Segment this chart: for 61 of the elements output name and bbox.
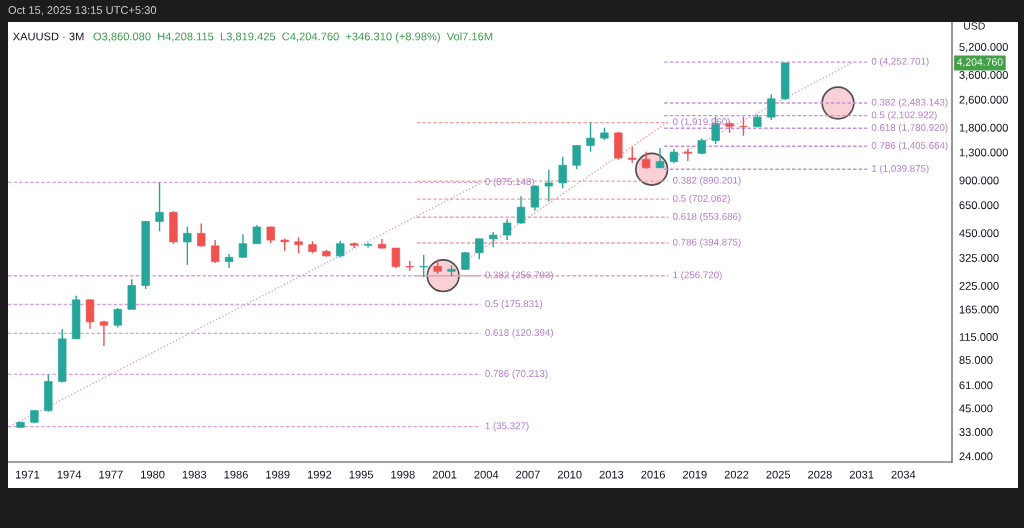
x-tick-label: 2007 (516, 470, 540, 479)
x-tick-label: 1986 (224, 470, 248, 479)
annotation: 0.786 (70.213) (485, 369, 548, 379)
x-tick-label: 2016 (641, 470, 665, 479)
x-tick-label: 2022 (724, 470, 749, 479)
annotation: 0.618 (1,780.920) (871, 123, 948, 133)
text: Oct 15, 2025 13:15 UTC+5:30 (8, 6, 157, 16)
y-tick-label: 45.000 (959, 404, 993, 413)
annotation: 0.786 (1,405.664) (871, 141, 948, 151)
annotation: 0.786 (394.875) (672, 238, 741, 248)
annotation: 0.5 (702.062) (672, 194, 730, 204)
x-tick-label: 2010 (557, 470, 582, 479)
y-tick-label: 5,200.000 (959, 43, 1008, 53)
y-tick-label: 325.000 (959, 254, 999, 262)
x-tick-label: 2028 (808, 470, 832, 479)
x-tick-label: 1977 (99, 470, 123, 479)
x-tick-label: 1983 (182, 470, 207, 479)
y-tick-label: 61.000 (959, 381, 993, 390)
annotation: 0.382 (2,483.143) (871, 98, 948, 108)
x-tick-label: 1998 (391, 470, 415, 479)
x-tick-label: 1980 (141, 470, 165, 479)
y-tick-label: 3,600.000 (959, 71, 1008, 81)
y-tick-label: 24.000 (959, 452, 993, 461)
text: 4,204.760 (956, 58, 1003, 67)
text: O3,860.080 H4,208.115 L3,819.425 C4,204.760 +346.310 (+8.98%) Vol7.16M (93, 32, 493, 43)
annotation: 0.382 (890.201) (672, 176, 741, 186)
x-tick-label: 1992 (307, 470, 332, 479)
annotation: 0.618 (553.686) (672, 212, 741, 222)
y-tick-label: 1,300.000 (959, 148, 1008, 158)
y-tick-label: 2,600.000 (959, 95, 1008, 105)
x-tick-label: 2004 (474, 470, 499, 479)
annotation: 0 (875.148) (485, 177, 534, 187)
text: XAUUSD · 3M (12, 32, 84, 41)
annotation: 0 (4,252.701) (871, 57, 929, 67)
y-tick-label: 1,800.000 (959, 123, 1008, 133)
annotation: 0.5 (175.831) (485, 299, 543, 310)
x-tick-label: 1971 (15, 470, 40, 479)
y-tick-label: 900.000 (959, 176, 999, 185)
x-tick-label: 2019 (683, 470, 707, 479)
y-tick-label: 450.000 (959, 229, 999, 238)
x-tick-label: 2031 (849, 470, 874, 479)
x-tick-label: 2013 (599, 470, 624, 479)
x-tick-label: 2034 (891, 470, 916, 479)
annotation: 1 (35.327) (485, 422, 529, 432)
x-tick-label: 1995 (349, 470, 374, 479)
y-tick-label: 225.000 (959, 282, 999, 290)
y-tick-label: 115.000 (959, 333, 998, 341)
x-tick-label: 2001 (432, 470, 457, 479)
annotation: 0.382 (256.793) (485, 271, 553, 281)
annotation: 0.618 (120.394) (485, 328, 553, 338)
y-tick-label: 85.000 (959, 356, 993, 364)
x-tick-label: 2025 (766, 470, 791, 479)
y-tick-label: 165.000 (959, 305, 999, 314)
annotation: 0.5 (2,102.922) (871, 111, 937, 121)
annotation: 1 (256.720) (673, 271, 722, 281)
y-axis-title: USD (964, 22, 985, 30)
y-tick-label: 650.000 (959, 201, 999, 210)
x-tick-label: 1989 (266, 470, 290, 479)
annotation: 1 (1,039.875) (872, 164, 929, 174)
y-tick-label: 33.000 (959, 428, 993, 436)
x-tick-label: 1974 (57, 470, 82, 479)
